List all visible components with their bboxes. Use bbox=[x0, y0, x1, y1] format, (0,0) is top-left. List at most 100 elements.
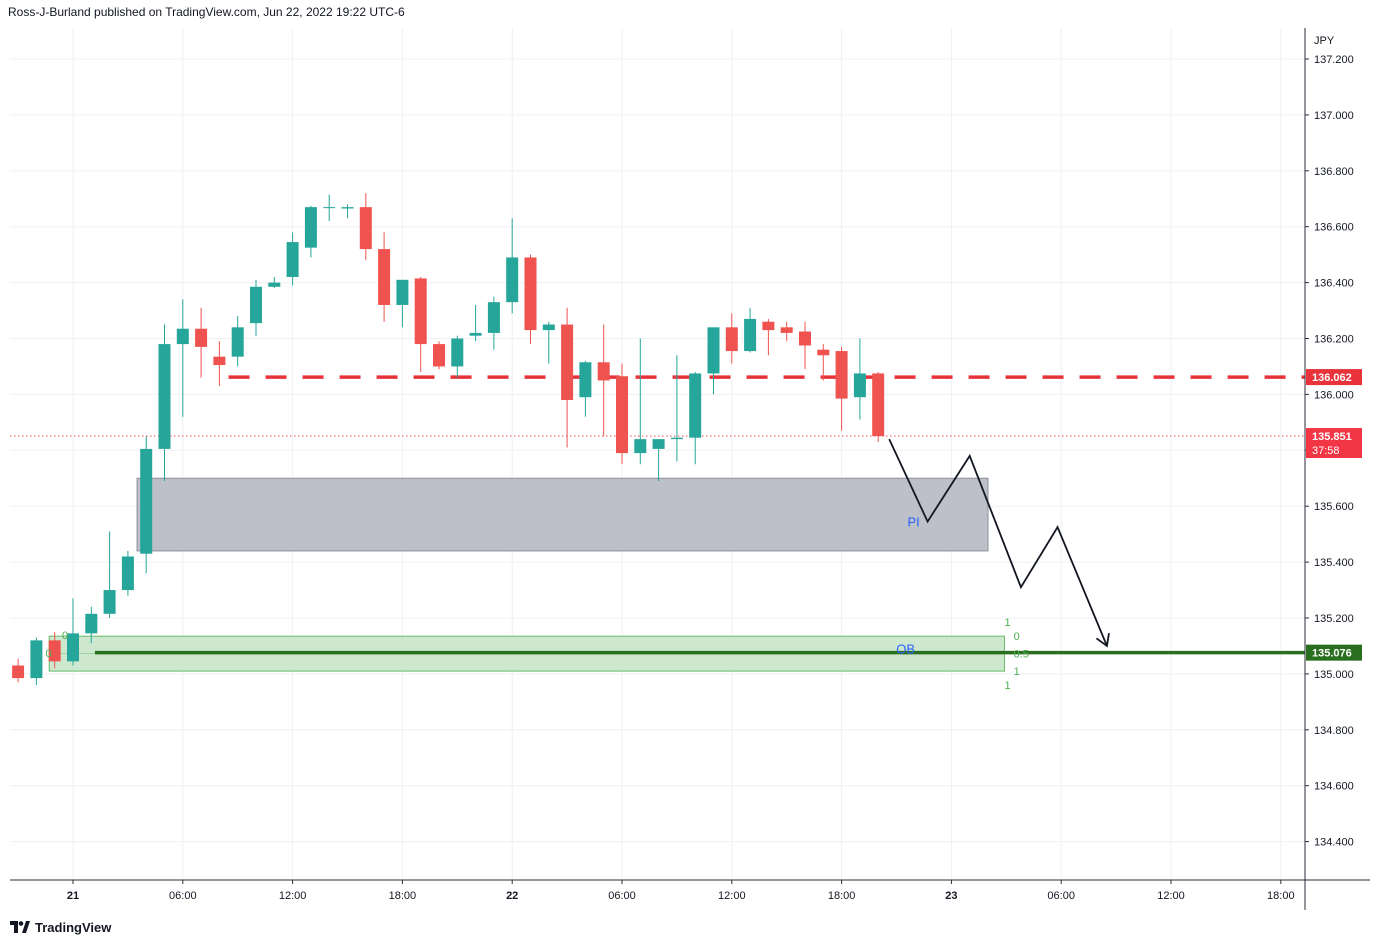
candle[interactable] bbox=[469, 304, 482, 342]
current-price-tag-bg bbox=[1306, 428, 1362, 459]
tradingview-brand: TradingView bbox=[35, 919, 112, 935]
resistance-price-tag-bg bbox=[1306, 369, 1362, 386]
candle[interactable] bbox=[652, 439, 665, 482]
candle[interactable] bbox=[103, 531, 116, 618]
candle-body bbox=[433, 344, 445, 367]
candle[interactable] bbox=[433, 341, 445, 370]
supply-zone bbox=[136, 477, 989, 552]
candle[interactable] bbox=[67, 598, 79, 666]
candle-body bbox=[469, 332, 482, 336]
candle[interactable] bbox=[872, 372, 885, 442]
projection-arrowhead bbox=[1095, 632, 1110, 648]
candles-layer[interactable] bbox=[12, 193, 885, 686]
candle-body bbox=[707, 327, 720, 374]
candle[interactable] bbox=[359, 193, 372, 261]
support-price-tag-bg bbox=[1306, 644, 1362, 661]
candle[interactable] bbox=[213, 341, 226, 387]
candle[interactable] bbox=[506, 218, 519, 314]
candle-body bbox=[652, 439, 665, 449]
candle[interactable] bbox=[579, 360, 592, 417]
candle-body bbox=[213, 356, 226, 366]
candle-body bbox=[48, 640, 61, 662]
candle-body bbox=[744, 318, 757, 352]
price-tags-layer: 136.062 135.076 135.851 37:58 bbox=[1306, 369, 1362, 661]
candle-body bbox=[12, 665, 25, 679]
candle[interactable] bbox=[12, 658, 25, 683]
x-tick-label: 18:00 bbox=[389, 890, 417, 902]
candle[interactable] bbox=[853, 338, 866, 420]
candle-body bbox=[579, 362, 592, 398]
current-price-tag-countdown: 37:58 bbox=[1312, 445, 1340, 457]
tradingview-logo-icon bbox=[10, 921, 30, 933]
candle[interactable] bbox=[30, 637, 43, 686]
candle[interactable] bbox=[707, 327, 720, 395]
candle-body bbox=[780, 327, 793, 333]
candle-body bbox=[597, 362, 610, 381]
candle-body bbox=[524, 257, 537, 331]
y-tick-label: 134.800 bbox=[1314, 725, 1354, 737]
candle-body bbox=[853, 373, 866, 398]
candle[interactable] bbox=[487, 296, 500, 350]
candle-body bbox=[85, 613, 98, 634]
candle[interactable] bbox=[451, 335, 464, 378]
candle[interactable] bbox=[616, 363, 628, 465]
candle[interactable] bbox=[323, 194, 336, 222]
candle[interactable] bbox=[561, 307, 574, 448]
candle[interactable] bbox=[268, 277, 281, 289]
candle-body bbox=[561, 324, 574, 400]
x-tick-label: 23 bbox=[945, 890, 957, 902]
currency-label: JPY bbox=[1314, 35, 1335, 47]
candle[interactable] bbox=[799, 321, 811, 370]
candle[interactable] bbox=[634, 338, 647, 465]
candle[interactable] bbox=[250, 279, 262, 336]
candle-body bbox=[268, 282, 281, 287]
candle[interactable] bbox=[597, 324, 610, 437]
candle[interactable] bbox=[286, 232, 299, 286]
candle[interactable] bbox=[744, 307, 757, 353]
candle[interactable] bbox=[341, 204, 354, 219]
candle-body bbox=[762, 321, 775, 331]
current-price-tag-value: 135.851 bbox=[1312, 431, 1352, 443]
candle[interactable] bbox=[762, 318, 775, 356]
candle[interactable] bbox=[176, 299, 189, 417]
candle-body bbox=[872, 373, 885, 437]
y-tick-label: 134.600 bbox=[1314, 781, 1354, 793]
candle-body bbox=[121, 556, 134, 591]
candle[interactable] bbox=[158, 324, 171, 482]
candle[interactable] bbox=[725, 313, 738, 364]
zones-layer bbox=[48, 477, 1005, 672]
y-tick-label: 136.200 bbox=[1314, 334, 1354, 346]
candle-body bbox=[30, 640, 43, 679]
ob-label: OB bbox=[896, 641, 915, 656]
x-tick-label: 21 bbox=[67, 890, 79, 902]
candle[interactable] bbox=[378, 232, 391, 322]
candle[interactable] bbox=[524, 254, 537, 345]
candle[interactable] bbox=[304, 205, 317, 258]
candle-body bbox=[542, 324, 555, 331]
candle[interactable] bbox=[195, 307, 208, 378]
candle-body bbox=[414, 278, 427, 345]
y-tick-label: 137.000 bbox=[1314, 110, 1354, 122]
candle[interactable] bbox=[85, 606, 98, 644]
candle[interactable] bbox=[396, 279, 409, 328]
candle-body bbox=[725, 327, 738, 352]
candle[interactable] bbox=[231, 316, 244, 367]
candle[interactable] bbox=[670, 355, 683, 462]
x-tick-label: 12:00 bbox=[279, 890, 307, 902]
candle[interactable] bbox=[48, 631, 61, 669]
candle[interactable] bbox=[835, 346, 848, 431]
candle[interactable] bbox=[780, 321, 793, 342]
candle[interactable] bbox=[817, 344, 830, 381]
candle[interactable] bbox=[689, 372, 702, 465]
y-tick-label: 136.800 bbox=[1314, 166, 1354, 178]
fib-level-label: 0 bbox=[46, 648, 52, 660]
support-price-tag: 135.076 bbox=[1306, 644, 1362, 661]
candle[interactable] bbox=[414, 277, 427, 373]
candle[interactable] bbox=[121, 550, 134, 596]
candle-body bbox=[359, 207, 372, 250]
candle[interactable] bbox=[542, 321, 555, 364]
candle-body bbox=[341, 207, 354, 209]
candle-body bbox=[616, 376, 628, 454]
candle[interactable] bbox=[140, 436, 153, 574]
